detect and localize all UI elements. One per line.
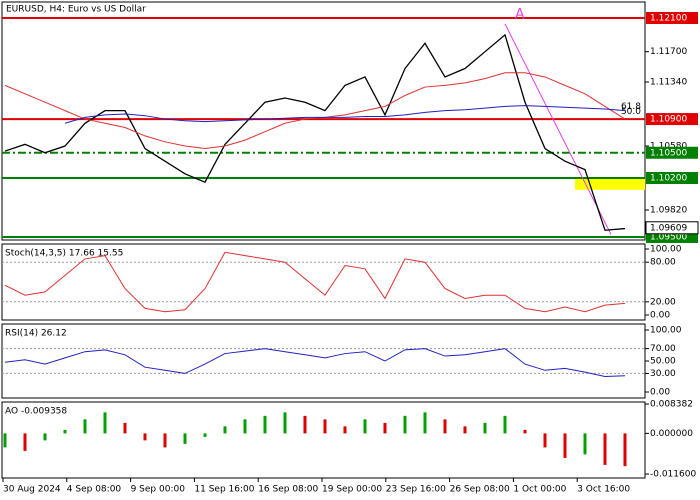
ao-bar bbox=[123, 422, 127, 434]
y-tick-label: 1.10580 bbox=[650, 142, 687, 152]
ao-bar bbox=[623, 433, 627, 467]
y-tick-label: 20.00 bbox=[650, 297, 676, 307]
series-line bbox=[4, 72, 626, 150]
series-line bbox=[4, 33, 626, 231]
ao-bar bbox=[503, 415, 507, 434]
price-label: 1.10900 bbox=[650, 115, 687, 125]
ao-bar bbox=[543, 433, 547, 448]
y-tick-label: 80.00 bbox=[650, 258, 676, 268]
time-label: 26 Sep 08:00 bbox=[450, 485, 510, 495]
ao-bar bbox=[583, 433, 587, 455]
time-label: 16 Sep 08:00 bbox=[258, 485, 318, 495]
y-tick-label: 1.09820 bbox=[650, 206, 687, 216]
series-line bbox=[4, 348, 626, 377]
y-tick-label: 0.00 bbox=[650, 310, 670, 320]
ao-bar bbox=[463, 426, 467, 434]
price-label-box bbox=[646, 12, 698, 25]
ao-bar bbox=[203, 433, 207, 437]
ao-bar bbox=[3, 433, 7, 448]
time-label: 30 Aug 2024 bbox=[3, 485, 61, 495]
ao-bar bbox=[263, 415, 267, 434]
y-tick-label: 100.00 bbox=[650, 245, 682, 255]
time-label: 19 Sep 00:00 bbox=[322, 485, 382, 495]
time-label: 23 Sep 16:00 bbox=[386, 485, 446, 495]
indicator-label: AO -0.009358 bbox=[5, 407, 67, 417]
ao-bar bbox=[343, 426, 347, 434]
price-label: 1.10200 bbox=[650, 174, 687, 184]
time-label: 11 Sep 16:00 bbox=[194, 485, 254, 495]
series-line bbox=[64, 105, 626, 124]
time-label: 4 Sep 08:00 bbox=[67, 485, 122, 495]
fib-label: 61.8 bbox=[621, 102, 641, 112]
y-tick-label: 100.00 bbox=[650, 326, 682, 336]
indicator-label: RSI(14) 26.12 bbox=[5, 329, 67, 339]
panel-frame bbox=[1, 401, 646, 479]
ao-bar bbox=[423, 412, 427, 434]
ao-bar bbox=[563, 433, 567, 458]
price-label-box bbox=[646, 172, 698, 185]
ao-bar bbox=[83, 419, 87, 434]
panel-frame bbox=[1, 243, 646, 321]
price-label-box bbox=[646, 113, 698, 126]
y-tick-label: 0.008382 bbox=[650, 400, 693, 410]
ao-bar bbox=[303, 415, 307, 434]
price-label: 1.10500 bbox=[650, 148, 687, 158]
panel-frame bbox=[1, 1, 646, 241]
ao-bar bbox=[323, 419, 327, 434]
ao-bar bbox=[63, 429, 67, 434]
indicator-label: Stoch(14,3,5) 17.66 15.55 bbox=[5, 249, 123, 259]
highlight-zone bbox=[575, 178, 645, 190]
ao-bar bbox=[403, 415, 407, 434]
y-tick-label: 0.000000 bbox=[650, 429, 693, 439]
ao-bar bbox=[143, 433, 147, 441]
ao-bar bbox=[243, 419, 247, 434]
y-tick-label: 1.11700 bbox=[650, 47, 687, 57]
ao-bar bbox=[163, 433, 167, 448]
y-tick-label: 1.11340 bbox=[650, 78, 687, 88]
ao-bar bbox=[223, 426, 227, 434]
ao-bar bbox=[283, 412, 287, 434]
wave-label: A bbox=[515, 7, 525, 23]
trendline bbox=[504, 23, 612, 235]
ao-bar bbox=[603, 433, 607, 465]
ao-bar bbox=[523, 429, 527, 434]
current-price-box bbox=[645, 221, 699, 235]
ao-bar bbox=[183, 433, 187, 444]
fib-label: 50.0 bbox=[621, 107, 641, 117]
time-label: 1 Oct 00:00 bbox=[513, 485, 566, 495]
y-tick-label: 30.00 bbox=[650, 369, 676, 379]
time-label: 9 Sep 00:00 bbox=[131, 485, 186, 495]
ao-bar bbox=[363, 419, 367, 434]
price-label: 1.12100 bbox=[650, 14, 687, 24]
ao-bar bbox=[483, 422, 487, 434]
ao-bar bbox=[23, 433, 27, 451]
chart-title: EURUSD, H4: Euro vs US Dollar bbox=[6, 5, 146, 15]
y-tick-label: 50.00 bbox=[650, 357, 676, 367]
ao-bar bbox=[103, 412, 107, 434]
time-label: 3 Oct 16:00 bbox=[577, 485, 630, 495]
y-tick-label: -0.011600 bbox=[650, 470, 696, 480]
current-price-label: 1.09609 bbox=[650, 223, 687, 233]
price-label: 1.09500 bbox=[650, 232, 687, 242]
y-tick-label: 70.00 bbox=[650, 344, 676, 354]
ao-bar bbox=[43, 433, 47, 441]
y-tick-label: 0.00 bbox=[650, 387, 670, 397]
series-line bbox=[4, 251, 626, 313]
ao-bar bbox=[443, 419, 447, 434]
ao-bar bbox=[383, 422, 387, 434]
price-label-box bbox=[646, 146, 698, 159]
